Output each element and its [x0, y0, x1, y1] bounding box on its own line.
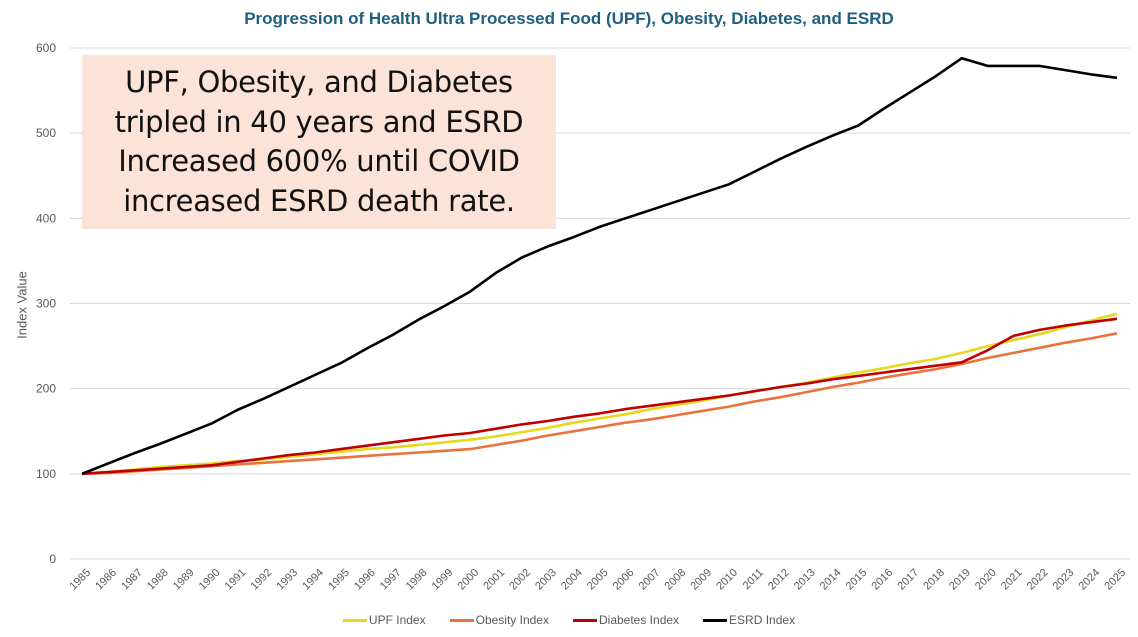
y-tick-label: 100: [36, 467, 56, 481]
x-tick-label: 1988: [145, 567, 171, 593]
annotation-line: tripled in 40 years and ESRD: [114, 104, 524, 139]
x-tick-label: 1999: [430, 567, 456, 593]
x-tick-label: 1991: [223, 567, 249, 593]
x-tick-label: 2006: [611, 567, 637, 593]
x-tick-label: 2004: [559, 567, 585, 593]
x-tick-label: 1998: [404, 567, 430, 593]
series-line-esrd-index: [81, 56, 1118, 476]
legend-label: ESRD Index: [729, 613, 796, 627]
x-tick-label: 2010: [714, 567, 740, 593]
x-tick-label: 2022: [1025, 567, 1051, 593]
gridlines: [70, 47, 1130, 560]
x-tick-label: 2003: [533, 567, 559, 593]
series-line-obesity-index: [81, 332, 1118, 476]
x-tick-label: 2024: [1077, 567, 1103, 593]
series-lines: [81, 56, 1118, 476]
series-line-upf-index: [81, 312, 1118, 476]
legend-item-esrd[interactable]: ESRD Index: [703, 613, 795, 627]
y-axis-ticks: 0 100 200 300 400 500 600: [36, 41, 56, 566]
legend-item-diabetes[interactable]: Diabetes Index: [572, 613, 680, 627]
x-tick-label: 1985: [67, 567, 93, 593]
y-tick-label: 200: [36, 382, 56, 396]
legend-swatch: [572, 618, 597, 622]
x-tick-label: 2015: [844, 567, 870, 593]
legend-swatch: [449, 618, 474, 622]
annotation-line: UPF, Obesity, and Diabetes: [125, 65, 513, 99]
x-tick-label: 2012: [766, 567, 792, 593]
x-tick-label: 2016: [870, 567, 896, 593]
x-tick-label: 2008: [663, 567, 689, 593]
y-tick-label: 300: [36, 297, 56, 311]
x-tick-label: 1987: [119, 567, 145, 593]
y-tick-label: 400: [36, 211, 56, 225]
legend-label: Diabetes Index: [598, 613, 680, 627]
y-tick-label: 500: [36, 126, 56, 140]
y-axis-label: Index Value: [14, 271, 30, 339]
x-tick-label: 2009: [688, 567, 714, 593]
legend-label: UPF Index: [368, 613, 426, 627]
x-tick-label: 2001: [481, 567, 507, 593]
annotation-line: increased ESRD death rate.: [123, 183, 515, 218]
x-tick-label: 2013: [792, 567, 818, 593]
legend-item-obesity[interactable]: Obesity Index: [449, 613, 549, 627]
legend-item-upf[interactable]: UPF Index: [342, 613, 426, 627]
x-tick-label: 2005: [585, 567, 611, 593]
x-tick-label: 2000: [456, 567, 482, 593]
series-line-diabetes-index: [81, 317, 1118, 476]
x-tick-label: 1989: [171, 567, 197, 593]
legend: UPF Index Obesity Index Diabetes Index E…: [0, 613, 1138, 627]
legend-swatch: [703, 618, 728, 622]
x-tick-label: 2002: [507, 567, 533, 593]
annotation-box: UPF, Obesity, and Diabetes tripled in 40…: [82, 55, 556, 229]
x-tick-label: 2020: [973, 567, 999, 593]
x-tick-label: 2014: [818, 567, 844, 593]
x-tick-label: 1992: [249, 567, 275, 593]
x-tick-label: 1996: [352, 567, 378, 593]
x-tick-label: 1990: [197, 567, 223, 593]
chart-title: Progression of Health Ultra Processed Fo…: [244, 9, 894, 28]
x-tick-label: 2019: [947, 567, 973, 593]
legend-swatch: [342, 618, 367, 622]
x-axis-ticks: 1985 1986 1987 1988 1989 1990 1991 1992 1993 1994…: [67, 567, 1128, 593]
x-tick-label: 2023: [1051, 567, 1077, 593]
x-tick-label: 2018: [921, 567, 947, 593]
x-tick-label: 1994: [300, 567, 326, 593]
x-tick-label: 2017: [895, 567, 921, 593]
y-tick-label: 0: [49, 552, 56, 566]
y-tick-label: 600: [36, 41, 56, 55]
x-tick-label: 1993: [274, 567, 300, 593]
x-tick-label: 1997: [378, 567, 404, 593]
x-tick-label: 2021: [999, 567, 1025, 593]
x-tick-label: 2007: [637, 567, 663, 593]
x-tick-label: 2011: [741, 567, 766, 592]
x-tick-label: 2025: [1102, 567, 1128, 593]
x-tick-label: 1986: [93, 567, 119, 593]
legend-label: Obesity Index: [475, 613, 549, 627]
x-tick-label: 1995: [326, 567, 352, 593]
annotation-line: Increased 600% until COVID: [118, 144, 520, 178]
